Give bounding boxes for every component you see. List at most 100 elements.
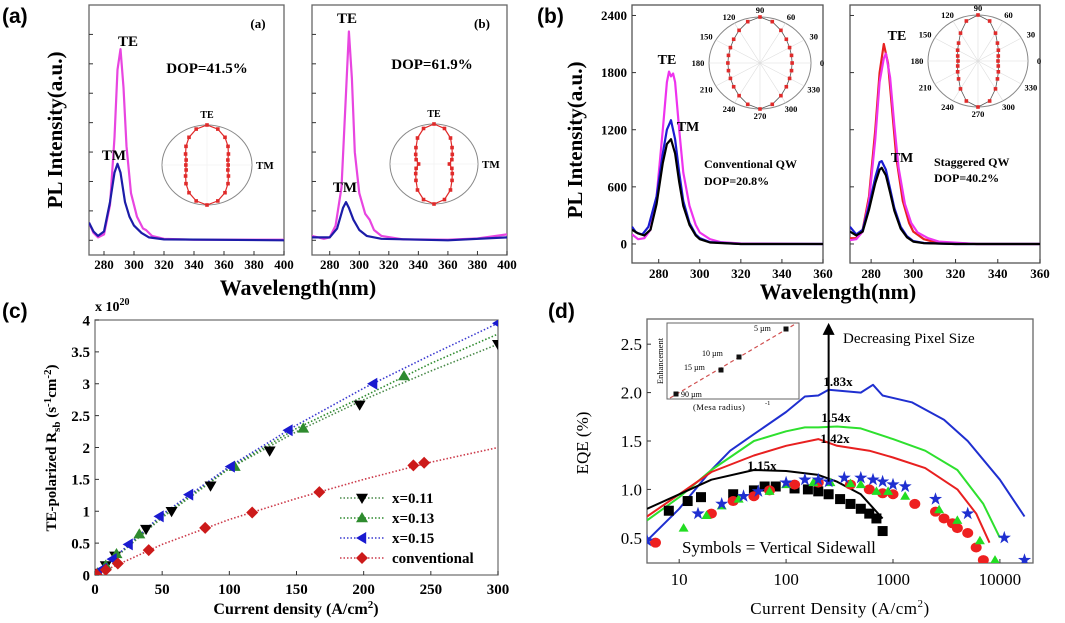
panel-b-ylabel: PL Intensity(a.u.)	[563, 62, 587, 219]
data-point-diamond	[246, 506, 259, 519]
polar-angle-label: 210	[919, 83, 932, 93]
polar-point	[779, 93, 783, 98]
data-point-tri-down	[263, 446, 276, 457]
polar-point	[216, 199, 220, 203]
polar-angle-label: 330	[807, 85, 820, 95]
polar-point	[758, 15, 762, 19]
polar-inset: 0 30 60 90 120 150 180 210 240 270 300 330	[911, 3, 1042, 119]
polar-point	[726, 53, 731, 58]
legend-label: conventional	[392, 551, 474, 567]
data-point-square	[877, 526, 888, 537]
legend-item: x=0.11	[340, 491, 433, 507]
data-point-star	[854, 470, 868, 484]
polar-angle-label: 210	[700, 85, 713, 95]
ylabel-sup2: -2	[42, 369, 54, 379]
panel-d-xlabel: Current Density (A/cm2)	[750, 598, 929, 618]
y-tick-label: 1800	[601, 65, 627, 80]
annotation-dop-41-5-: DOP=41.5%	[166, 61, 247, 77]
plot-area	[312, 30, 507, 242]
polar-point	[995, 77, 1000, 81]
polar-spoke	[977, 60, 1004, 101]
data-point-tri-left	[282, 424, 293, 437]
x-tick-label: 340	[409, 257, 429, 272]
polar-angle-label: 270	[754, 111, 767, 121]
data-point-circle	[938, 513, 950, 524]
polar-angle-label: 180	[692, 58, 705, 68]
polar-point	[996, 64, 1001, 68]
data-point-square	[835, 494, 846, 505]
polar-angle-label: 240	[941, 102, 954, 112]
data-point-star	[798, 472, 812, 486]
annotation--b-: (b)	[474, 16, 490, 31]
data-point-star	[876, 474, 890, 488]
plot-frame	[94, 319, 499, 576]
polar-point	[955, 54, 960, 58]
ylabel-post: )	[44, 364, 60, 369]
plot-frame	[88, 4, 285, 256]
data-point-tri-up	[934, 504, 945, 514]
x-tick-label: 150	[285, 582, 308, 598]
inset-point-label: 90 µm	[681, 390, 703, 399]
arrow-up-icon	[822, 322, 835, 335]
data-point-diamond	[95, 568, 103, 575]
data-point-star	[715, 497, 729, 510]
polar-point	[737, 93, 741, 98]
data-point-tri-up	[990, 555, 1000, 563]
polar-point	[956, 41, 961, 45]
data-point-star	[737, 489, 751, 502]
polar-point	[745, 102, 750, 107]
inset-point-label: 15 µm	[684, 363, 706, 372]
annotation-te: TE	[658, 53, 677, 68]
x-tick-label: 380	[244, 257, 264, 272]
x-tick-label: 50	[155, 582, 170, 598]
panel-label-b: (b)	[537, 5, 564, 28]
legend: x=0.11 x=0.13 x=0.15 conventional	[340, 491, 474, 567]
y-tick-label: 600	[608, 179, 628, 194]
polar-inset: TE TM	[389, 109, 500, 206]
y-tick-label: 0.5	[71, 536, 90, 552]
polar-spoke	[715, 39, 761, 64]
polar-spoke	[759, 39, 805, 64]
panel-c-ylabel: TE-polarized Rsb (s-1cm-2)	[42, 364, 63, 531]
polar-angle-label: 0	[1037, 56, 1041, 66]
data-point-diamond	[418, 456, 431, 469]
polar-point	[226, 174, 231, 178]
x-tick-label: 300	[124, 257, 144, 272]
polar-point	[421, 126, 426, 131]
series-te-line	[89, 47, 284, 241]
annotation-tm: TM	[677, 120, 700, 135]
polar-right-label: TM	[482, 159, 500, 171]
x-tick-label: 250	[420, 582, 443, 598]
xlabel-main: Current Density (A/cm	[750, 599, 917, 618]
x-tick-label: 10000	[979, 570, 1022, 589]
polar-point	[958, 31, 963, 35]
xlabel-post: )	[924, 599, 930, 618]
data-point-square	[823, 489, 834, 500]
polar-point	[790, 61, 794, 65]
polar-point	[995, 41, 1000, 45]
data-point-square	[871, 513, 882, 524]
data-point-circle	[877, 488, 889, 499]
data-point-star	[691, 506, 705, 520]
polar-top-label: TE	[427, 109, 441, 120]
polar-point	[216, 127, 220, 131]
polar-point	[184, 158, 188, 162]
polar-point	[976, 13, 980, 17]
annotation-tm: TM	[102, 148, 126, 164]
data-point-square	[663, 505, 674, 516]
polar-point	[450, 178, 454, 183]
y-tick-label: 1	[83, 505, 91, 521]
y-tick-label: 4	[83, 313, 91, 329]
x-tick-label: 300	[690, 266, 710, 281]
polar-point	[976, 105, 980, 109]
data-point-tri-up	[133, 528, 146, 539]
x-tick-label: 10	[671, 570, 688, 589]
legend-marker-tri-up	[356, 512, 368, 523]
polar-point	[731, 37, 736, 42]
inset-point	[736, 354, 742, 360]
polar-inset: TE TM	[161, 110, 274, 207]
polar-point	[770, 19, 775, 24]
fit-line-x=0.15	[95, 322, 498, 575]
panel-c-multiplier: x 1020	[95, 297, 130, 315]
